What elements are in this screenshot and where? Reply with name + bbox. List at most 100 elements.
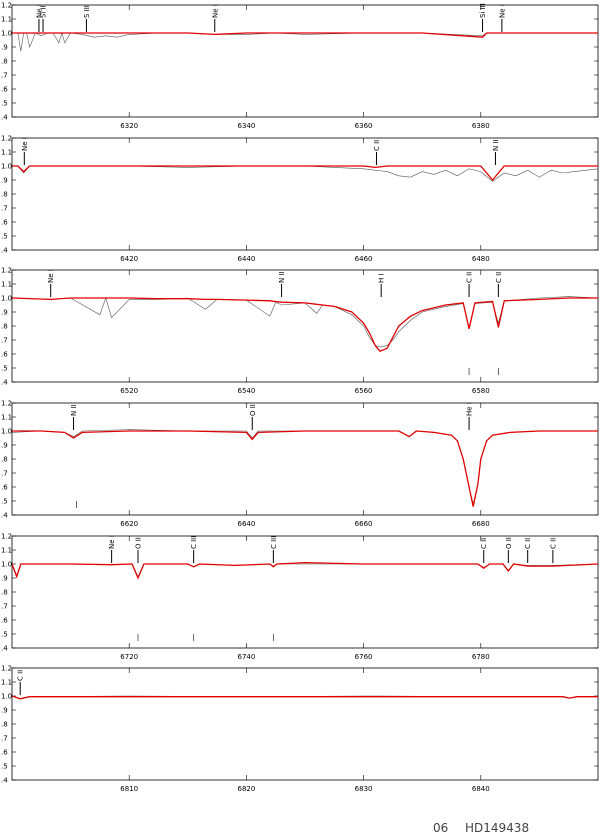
line-label: N II (278, 271, 286, 283)
x-tick-label: 6780 (472, 653, 490, 661)
line-label: O II (134, 537, 142, 549)
y-tick-label: .9 (1, 442, 8, 450)
x-tick-label: 6640 (237, 520, 255, 528)
spectrum-line (12, 32, 598, 38)
y-tick-label: .8 (1, 721, 8, 729)
spectrum-line (12, 296, 598, 348)
spectrum-line (12, 561, 598, 580)
x-tick-label: 6820 (237, 785, 255, 793)
spectrum-panel: .4 .5 .6 .7 .8 .9 1.0 1.1 1.2 6520 6540 6560 6580 Ne … (1, 267, 599, 395)
line-label: Si III (479, 3, 487, 18)
y-tick-label: .7 (1, 603, 8, 611)
y-tick-label: .7 (1, 205, 8, 213)
y-tick-label: .4 (1, 247, 8, 255)
line-label: C II (466, 272, 474, 283)
x-tick-label: 6560 (355, 387, 373, 395)
line-label: Ne I (498, 4, 506, 18)
y-tick-label: 1.1 (1, 679, 12, 687)
y-tick-label: .6 (1, 749, 8, 757)
line-label: O II (249, 404, 257, 416)
line-label: N II (70, 404, 78, 416)
y-tick-label: .5 (1, 365, 8, 373)
y-tick-label: 1.1 (1, 414, 12, 422)
y-tick-label: .4 (1, 512, 8, 520)
y-tick-label: .5 (1, 631, 8, 639)
spectrum-line (12, 165, 598, 182)
spectrum-line (12, 297, 598, 352)
line-label: C III (270, 536, 278, 549)
y-tick-label: .7 (1, 72, 8, 80)
spectrum-line (12, 429, 598, 504)
line-label: Ne I (108, 535, 116, 549)
y-tick-label: .7 (1, 470, 8, 478)
spectrum-panel: .4 .5 .6 .7 .8 .9 1.0 1.1 1.2 6320 6340 6360 6380 Ne … (1, 2, 599, 130)
y-tick-label: 1.2 (1, 267, 12, 275)
line-label: C II (549, 538, 557, 549)
y-tick-label: .9 (1, 44, 8, 52)
line-label: C II (524, 538, 532, 549)
x-tick-label: 6810 (120, 785, 138, 793)
x-tick-label: 6840 (472, 785, 490, 793)
y-tick-label: 1.0 (1, 428, 12, 436)
spectrum-panel: .4 .5 .6 .7 .8 .9 1.0 1.1 1.2 6420 6440 6460 6480 Ne … (1, 135, 599, 263)
line-label: Si II (40, 5, 48, 18)
line-label: Ne I (211, 4, 219, 18)
spectrum-line (12, 430, 598, 507)
spectrum-line (12, 31, 598, 52)
y-tick-label: .8 (1, 323, 8, 331)
x-tick-label: 6460 (355, 255, 373, 263)
x-tick-label: 6420 (120, 255, 138, 263)
line-label: C II (17, 670, 25, 681)
y-tick-label: 1.0 (1, 561, 12, 569)
x-tick-label: 6660 (355, 520, 373, 528)
x-tick-label: 6740 (237, 653, 255, 661)
y-tick-label: .6 (1, 617, 8, 625)
spectrum-panel: .4 .5 .6 .7 .8 .9 1.0 1.1 1.2 6810 6820 6830 6840 C I… (1, 665, 599, 793)
y-tick-label: 1.2 (1, 533, 12, 541)
y-tick-label: .7 (1, 337, 8, 345)
line-label: Ne I (35, 4, 43, 18)
y-tick-label: .5 (1, 100, 8, 108)
plot-frame (11, 137, 599, 251)
y-tick-label: 1.0 (1, 163, 12, 171)
x-tick-label: 6440 (237, 255, 255, 263)
y-tick-label: 1.1 (1, 281, 12, 289)
y-tick-label: .4 (1, 777, 8, 785)
line-label: S III (83, 5, 91, 18)
y-tick-label: .8 (1, 58, 8, 66)
plot-frame (11, 667, 599, 781)
y-tick-label: .8 (1, 456, 8, 464)
y-tick-label: 1.1 (1, 547, 12, 555)
x-tick-label: 6480 (472, 255, 490, 263)
star-name: HD149438 (465, 821, 529, 835)
y-tick-label: .5 (1, 763, 8, 771)
spectrum-line (12, 563, 598, 578)
y-tick-label: .6 (1, 219, 8, 227)
y-tick-label: 1.2 (1, 665, 12, 673)
x-tick-label: 6340 (237, 122, 255, 130)
y-tick-label: .4 (1, 645, 8, 653)
y-tick-label: .8 (1, 589, 8, 597)
x-tick-label: 6680 (472, 520, 490, 528)
spectrum-line (12, 695, 598, 700)
y-tick-label: 1.2 (1, 400, 12, 408)
spectrum-line (12, 165, 598, 182)
y-tick-label: .9 (1, 707, 8, 715)
y-tick-label: .4 (1, 379, 8, 387)
line-label: H I (378, 273, 386, 283)
plot-frame (11, 4, 599, 118)
line-label: C III (190, 536, 198, 549)
x-tick-label: 6540 (237, 387, 255, 395)
spectrum-panel: .4 .5 .6 .7 .8 .9 1.0 1.1 1.2 6720 6740 6760 6780 Ne … (1, 533, 599, 661)
x-tick-label: 6320 (120, 122, 138, 130)
x-tick-label: 6620 (120, 520, 138, 528)
line-label: C II (495, 272, 503, 283)
y-tick-label: .6 (1, 351, 8, 359)
y-tick-label: 1.0 (1, 295, 12, 303)
y-tick-label: 1.0 (1, 693, 12, 701)
x-tick-label: 6830 (355, 785, 373, 793)
line-label: O II (505, 537, 513, 549)
y-tick-label: 1.1 (1, 16, 12, 24)
x-tick-label: 6580 (472, 387, 490, 395)
